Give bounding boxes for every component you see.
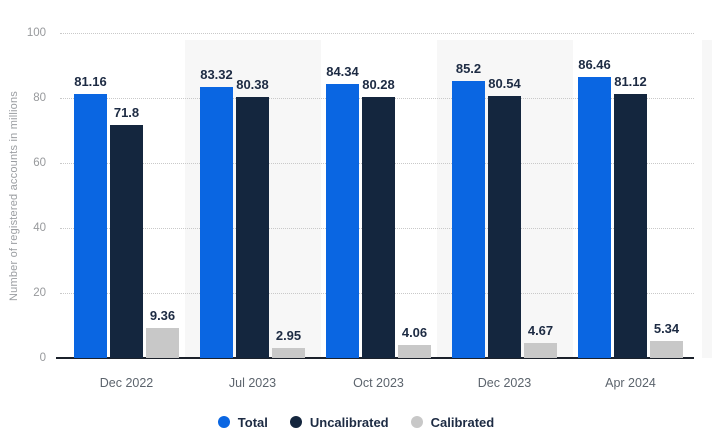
value-label-total-jul-2023: 83.32	[200, 67, 233, 82]
value-label-total-apr-2024: 86.46	[578, 57, 611, 72]
x-label-dec-2023: Dec 2023	[477, 376, 532, 390]
bar-calibrated-apr-2024[interactable]	[650, 341, 683, 358]
legend-item-total[interactable]: Total	[217, 414, 268, 430]
band-right-edge	[702, 40, 712, 358]
y-tick-label-60: 60	[33, 157, 46, 169]
bar-uncalibrated-dec-2023[interactable]	[488, 96, 521, 358]
x-label-dec-2022: Dec 2022	[99, 376, 154, 390]
value-label-uncalibrated-dec-2023: 80.54	[488, 76, 521, 91]
value-label-calibrated-jul-2023: 2.95	[275, 328, 302, 343]
value-label-uncalibrated-dec-2022: 71.8	[113, 105, 140, 120]
bar-calibrated-dec-2022[interactable]	[146, 328, 179, 358]
y-tick-label-0: 0	[39, 352, 46, 364]
x-label-oct-2023: Oct 2023	[353, 376, 404, 390]
y-axis-title: Number of registered accounts in million…	[8, 91, 20, 301]
legend-item-uncalibrated[interactable]: Uncalibrated	[289, 414, 389, 430]
value-label-uncalibrated-oct-2023: 80.28	[362, 77, 395, 92]
bar-calibrated-oct-2023[interactable]	[398, 345, 431, 358]
legend-item-calibrated[interactable]: Calibrated	[410, 414, 495, 430]
bar-calibrated-dec-2023[interactable]	[524, 343, 557, 358]
legend-dot-total	[217, 416, 230, 428]
bar-total-apr-2024[interactable]	[578, 77, 611, 358]
bar-total-dec-2022[interactable]	[74, 94, 107, 358]
value-label-total-oct-2023: 84.34	[326, 64, 359, 79]
value-label-calibrated-dec-2023: 4.67	[527, 323, 554, 338]
gridline-100	[60, 33, 694, 34]
y-tick-label-100: 100	[26, 27, 46, 39]
value-label-calibrated-apr-2024: 5.34	[653, 321, 680, 336]
legend-dot-uncalibrated	[289, 416, 302, 428]
legend-label-uncalibrated: Uncalibrated	[309, 414, 389, 430]
bar-uncalibrated-jul-2023[interactable]	[236, 97, 269, 358]
y-tick-label-20: 20	[33, 287, 46, 299]
bar-total-dec-2023[interactable]	[452, 81, 485, 358]
bar-uncalibrated-oct-2023[interactable]	[362, 97, 395, 358]
x-label-jul-2023: Jul 2023	[228, 376, 277, 390]
y-tick-label-40: 40	[33, 222, 46, 234]
x-label-apr-2024: Apr 2024	[605, 376, 656, 390]
legend-dot-calibrated	[410, 416, 423, 428]
legend: Total Uncalibrated Calibrated	[0, 414, 712, 430]
bar-calibrated-jul-2023[interactable]	[272, 348, 305, 358]
legend-label-total: Total	[237, 414, 268, 430]
bar-total-jul-2023[interactable]	[200, 87, 233, 358]
value-label-total-dec-2022: 81.16	[74, 74, 107, 89]
value-label-uncalibrated-apr-2024: 81.12	[614, 74, 647, 89]
value-label-total-dec-2023: 85.2	[455, 61, 482, 76]
bar-total-oct-2023[interactable]	[326, 84, 359, 358]
bar-uncalibrated-dec-2022[interactable]	[110, 125, 143, 358]
value-label-calibrated-dec-2022: 9.36	[149, 308, 176, 323]
legend-label-calibrated: Calibrated	[430, 414, 495, 430]
y-tick-label-80: 80	[33, 92, 46, 104]
value-label-calibrated-oct-2023: 4.06	[401, 325, 428, 340]
bar-uncalibrated-apr-2024[interactable]	[614, 94, 647, 358]
x-axis-line	[56, 357, 694, 359]
value-label-uncalibrated-jul-2023: 80.38	[236, 77, 269, 92]
